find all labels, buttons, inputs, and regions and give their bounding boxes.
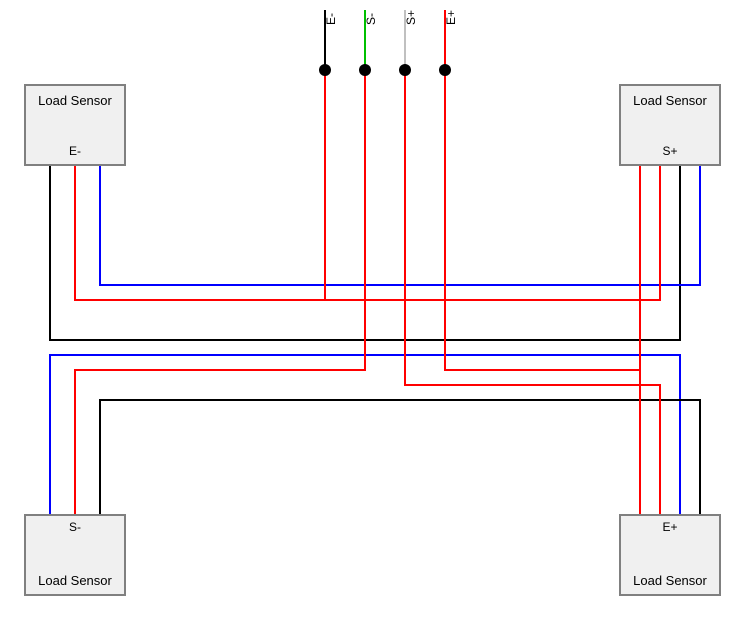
sensor-pin-TL: E- bbox=[69, 144, 81, 158]
sensor-BR: Load Sensor E+ bbox=[620, 515, 720, 595]
terminal-junction-S- bbox=[359, 64, 371, 76]
terminal-junction-E- bbox=[319, 64, 331, 76]
sensor-pin-BL: S- bbox=[69, 520, 81, 534]
terminal-label-S-: S- bbox=[364, 13, 378, 25]
sensor-label-TR: Load Sensor bbox=[633, 93, 707, 108]
wire-8 bbox=[445, 70, 640, 515]
sensor-label-BL: Load Sensor bbox=[38, 573, 112, 588]
wire-3 bbox=[100, 400, 700, 515]
wire-1 bbox=[100, 165, 700, 285]
sensor-pin-TR: S+ bbox=[662, 144, 677, 158]
sensor-pin-BR: E+ bbox=[662, 520, 677, 534]
sensor-label-TL: Load Sensor bbox=[38, 93, 112, 108]
terminal-label-S+: S+ bbox=[404, 10, 418, 25]
terminals: E- S- S+ E+ bbox=[319, 10, 458, 76]
terminal-label-E-: E- bbox=[324, 13, 338, 25]
wire-2 bbox=[50, 355, 680, 515]
terminal-label-E+: E+ bbox=[444, 10, 458, 25]
terminal-junction-E+ bbox=[439, 64, 451, 76]
wire-4 bbox=[75, 165, 660, 300]
sensor-TR: Load Sensor S+ bbox=[620, 85, 720, 165]
sensor-label-BR: Load Sensor bbox=[633, 573, 707, 588]
terminal-junction-S+ bbox=[399, 64, 411, 76]
sensor-TL: Load Sensor E- bbox=[25, 85, 125, 165]
sensor-BL: Load Sensor S- bbox=[25, 515, 125, 595]
wires-layer bbox=[50, 70, 700, 515]
wiring-diagram: E-S-S+E+Load SensorE-Load SensorS+Load S… bbox=[0, 0, 740, 632]
